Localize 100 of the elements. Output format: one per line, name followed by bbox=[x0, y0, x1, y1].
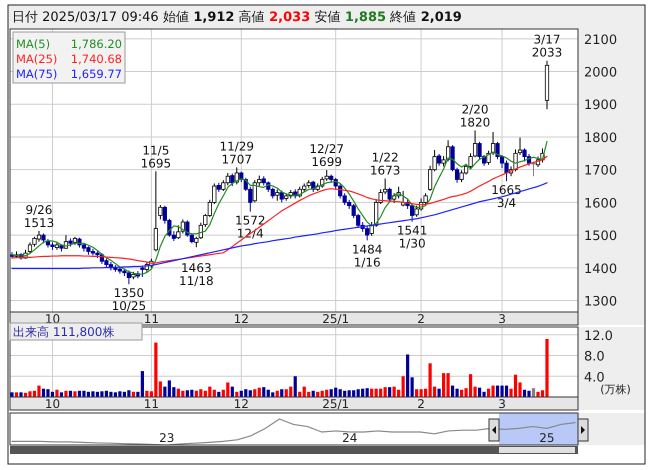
annotation: 1484 1/16 bbox=[352, 242, 382, 270]
y-tick-label: 1900 bbox=[584, 98, 618, 114]
candlestick bbox=[154, 170, 158, 252]
bar bbox=[392, 386, 396, 397]
text: MA(5) bbox=[16, 37, 50, 51]
y-tick-label: 1700 bbox=[584, 164, 618, 179]
bar bbox=[545, 338, 549, 397]
annotation: 1463 11/18 bbox=[179, 261, 214, 288]
candlestick bbox=[32, 236, 37, 248]
candlestick bbox=[459, 170, 464, 183]
candlestick bbox=[41, 232, 46, 244]
y-tick-label: 1400 bbox=[584, 262, 618, 277]
x-tick-label: 12 bbox=[234, 312, 249, 326]
x-tick-label: 24 bbox=[342, 431, 358, 445]
bar bbox=[55, 390, 59, 397]
candlestick bbox=[388, 187, 392, 203]
y-axis-title: (万株) bbox=[600, 383, 631, 396]
bar bbox=[42, 388, 46, 397]
bar bbox=[500, 386, 504, 397]
bar bbox=[491, 386, 495, 397]
bar bbox=[468, 374, 472, 397]
candlestick bbox=[504, 160, 509, 182]
bar bbox=[514, 374, 518, 397]
bar bbox=[217, 392, 220, 397]
annotation: 1665 3/4 bbox=[491, 183, 522, 210]
candlestick bbox=[126, 270, 131, 285]
annotation: 1,659.77 bbox=[70, 67, 122, 81]
y-tick-label: 1800 bbox=[584, 130, 618, 146]
annotation: 9/26 1513 bbox=[24, 202, 54, 230]
bar bbox=[276, 390, 279, 397]
annotation: 11/5 1695 bbox=[140, 143, 172, 170]
annotation: 1/22 1673 bbox=[370, 150, 400, 178]
y-tick-label: 2100 bbox=[584, 32, 618, 48]
y-tick-label: 2000 bbox=[584, 66, 618, 81]
candlestick bbox=[518, 137, 522, 156]
x-tick-label: 3 bbox=[498, 312, 506, 326]
bar bbox=[478, 388, 482, 397]
candlestick bbox=[275, 188, 280, 202]
bar bbox=[235, 392, 238, 397]
bar bbox=[280, 389, 284, 397]
x-tick-label: 2 bbox=[417, 312, 425, 326]
chart-title: 日付 2025/03/17 09:46 始値 1,912 高値 2,033 安値 1,885 終値 2,019 bbox=[12, 10, 462, 25]
bar bbox=[455, 388, 459, 397]
bar bbox=[415, 389, 418, 397]
x-tick-label: 10 bbox=[44, 397, 60, 411]
annotation: 3/17 2033 bbox=[532, 32, 562, 60]
bar bbox=[46, 389, 50, 397]
x-tick-label: 23 bbox=[159, 431, 174, 445]
bar bbox=[37, 386, 41, 397]
candlestick bbox=[441, 155, 446, 167]
bar bbox=[532, 388, 536, 397]
y-tick-label: 8.0 bbox=[584, 350, 605, 365]
candlestick bbox=[522, 148, 527, 162]
x-tick-label: 12 bbox=[234, 397, 249, 411]
candlestick bbox=[158, 204, 162, 220]
y-tick-label: 12.0 bbox=[584, 328, 613, 344]
bar bbox=[140, 371, 144, 397]
bar bbox=[486, 388, 490, 397]
text: MA(75) bbox=[16, 67, 58, 81]
bar bbox=[496, 386, 500, 397]
annotation: 1,786.20 bbox=[70, 37, 122, 51]
candlestick bbox=[216, 182, 221, 192]
candlestick bbox=[230, 173, 234, 187]
bar bbox=[388, 387, 392, 397]
annotation: 1350 10/25 bbox=[112, 286, 146, 314]
candlestick bbox=[234, 166, 239, 185]
x-tick-label: 11 bbox=[144, 312, 160, 326]
x-tick-label: 3 bbox=[498, 397, 506, 411]
bar bbox=[294, 376, 297, 397]
bar bbox=[442, 373, 446, 397]
annotation: 1541 1/30 bbox=[396, 224, 428, 251]
x-tick-label: 25 bbox=[539, 431, 554, 445]
bar bbox=[522, 390, 526, 397]
y-tick-label: 1500 bbox=[584, 229, 618, 244]
text: MA(25) bbox=[16, 52, 58, 66]
bar bbox=[406, 354, 410, 397]
candlestick bbox=[36, 230, 42, 242]
annotation: 12/27 1699 bbox=[309, 142, 344, 170]
y-tick-label: 4.0 bbox=[584, 370, 605, 386]
annotation: 11/29 1707 bbox=[219, 139, 254, 166]
annotation: 2/20 1820 bbox=[460, 102, 490, 130]
candlestick bbox=[437, 153, 442, 166]
candlestick bbox=[28, 242, 32, 254]
bar bbox=[438, 388, 441, 397]
y-tick-label: 1300 bbox=[584, 294, 618, 310]
candlestick bbox=[414, 205, 419, 218]
candlestick bbox=[280, 190, 284, 203]
candlestick bbox=[477, 141, 482, 160]
x-tick-label: 25/1 bbox=[322, 312, 350, 326]
x-tick-label: 11 bbox=[144, 397, 160, 411]
x-tick-label: 25/1 bbox=[322, 397, 350, 411]
x-tick-label: 2 bbox=[417, 397, 425, 411]
chart-title: 出来高 111,800株 bbox=[13, 325, 114, 339]
bar bbox=[312, 390, 315, 397]
candlestick bbox=[140, 266, 144, 278]
y-tick-label: 1600 bbox=[584, 196, 618, 212]
bar bbox=[504, 386, 508, 397]
annotation: 1,740.68 bbox=[70, 52, 122, 66]
bar bbox=[460, 390, 464, 397]
bar bbox=[230, 386, 234, 397]
